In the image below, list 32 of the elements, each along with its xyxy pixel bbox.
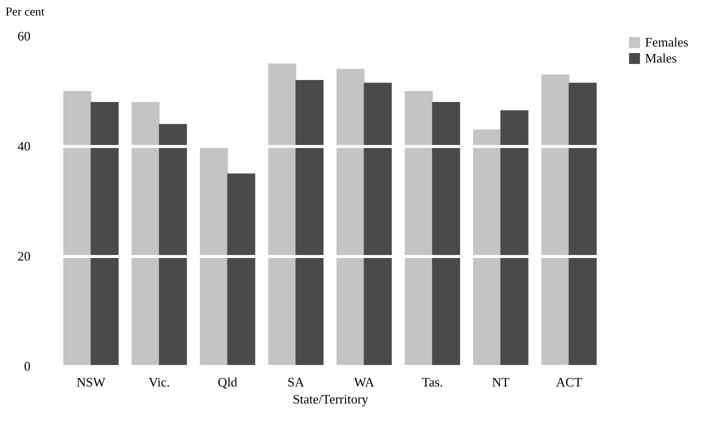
bar: [296, 80, 324, 366]
y-tick-label: 40: [18, 138, 30, 154]
x-tick-label: SA: [288, 374, 305, 390]
bar: [500, 110, 528, 366]
bar: [158, 124, 187, 366]
bar: [568, 82, 597, 366]
bar: [541, 74, 570, 366]
x-tick-label: NSW: [76, 374, 106, 390]
bar: [473, 130, 502, 366]
y-axis-title: Per cent: [6, 4, 46, 18]
x-tick-label: NT: [492, 374, 510, 390]
bar: [336, 69, 364, 366]
bar: [268, 64, 296, 366]
x-tick-label: Vic.: [148, 374, 170, 390]
bar: [364, 82, 392, 366]
x-tick-label: WA: [354, 374, 375, 390]
bar: [404, 91, 433, 366]
legend-label: Males: [645, 50, 677, 66]
bar: [63, 91, 92, 366]
bar: [90, 102, 119, 366]
legend-label: Females: [645, 34, 688, 50]
y-tick-label: 0: [24, 358, 30, 374]
bar: [132, 102, 160, 366]
bar: [432, 102, 460, 366]
x-tick-label: Qld: [218, 374, 238, 390]
y-tick-label: 20: [18, 248, 30, 264]
bar: [227, 174, 256, 366]
x-tick-label: Tas.: [422, 374, 443, 390]
x-tick-label: ACT: [556, 374, 582, 390]
bar: [200, 146, 228, 366]
x-axis-title: State/Territory: [292, 392, 369, 406]
y-tick-label: 60: [18, 28, 30, 44]
